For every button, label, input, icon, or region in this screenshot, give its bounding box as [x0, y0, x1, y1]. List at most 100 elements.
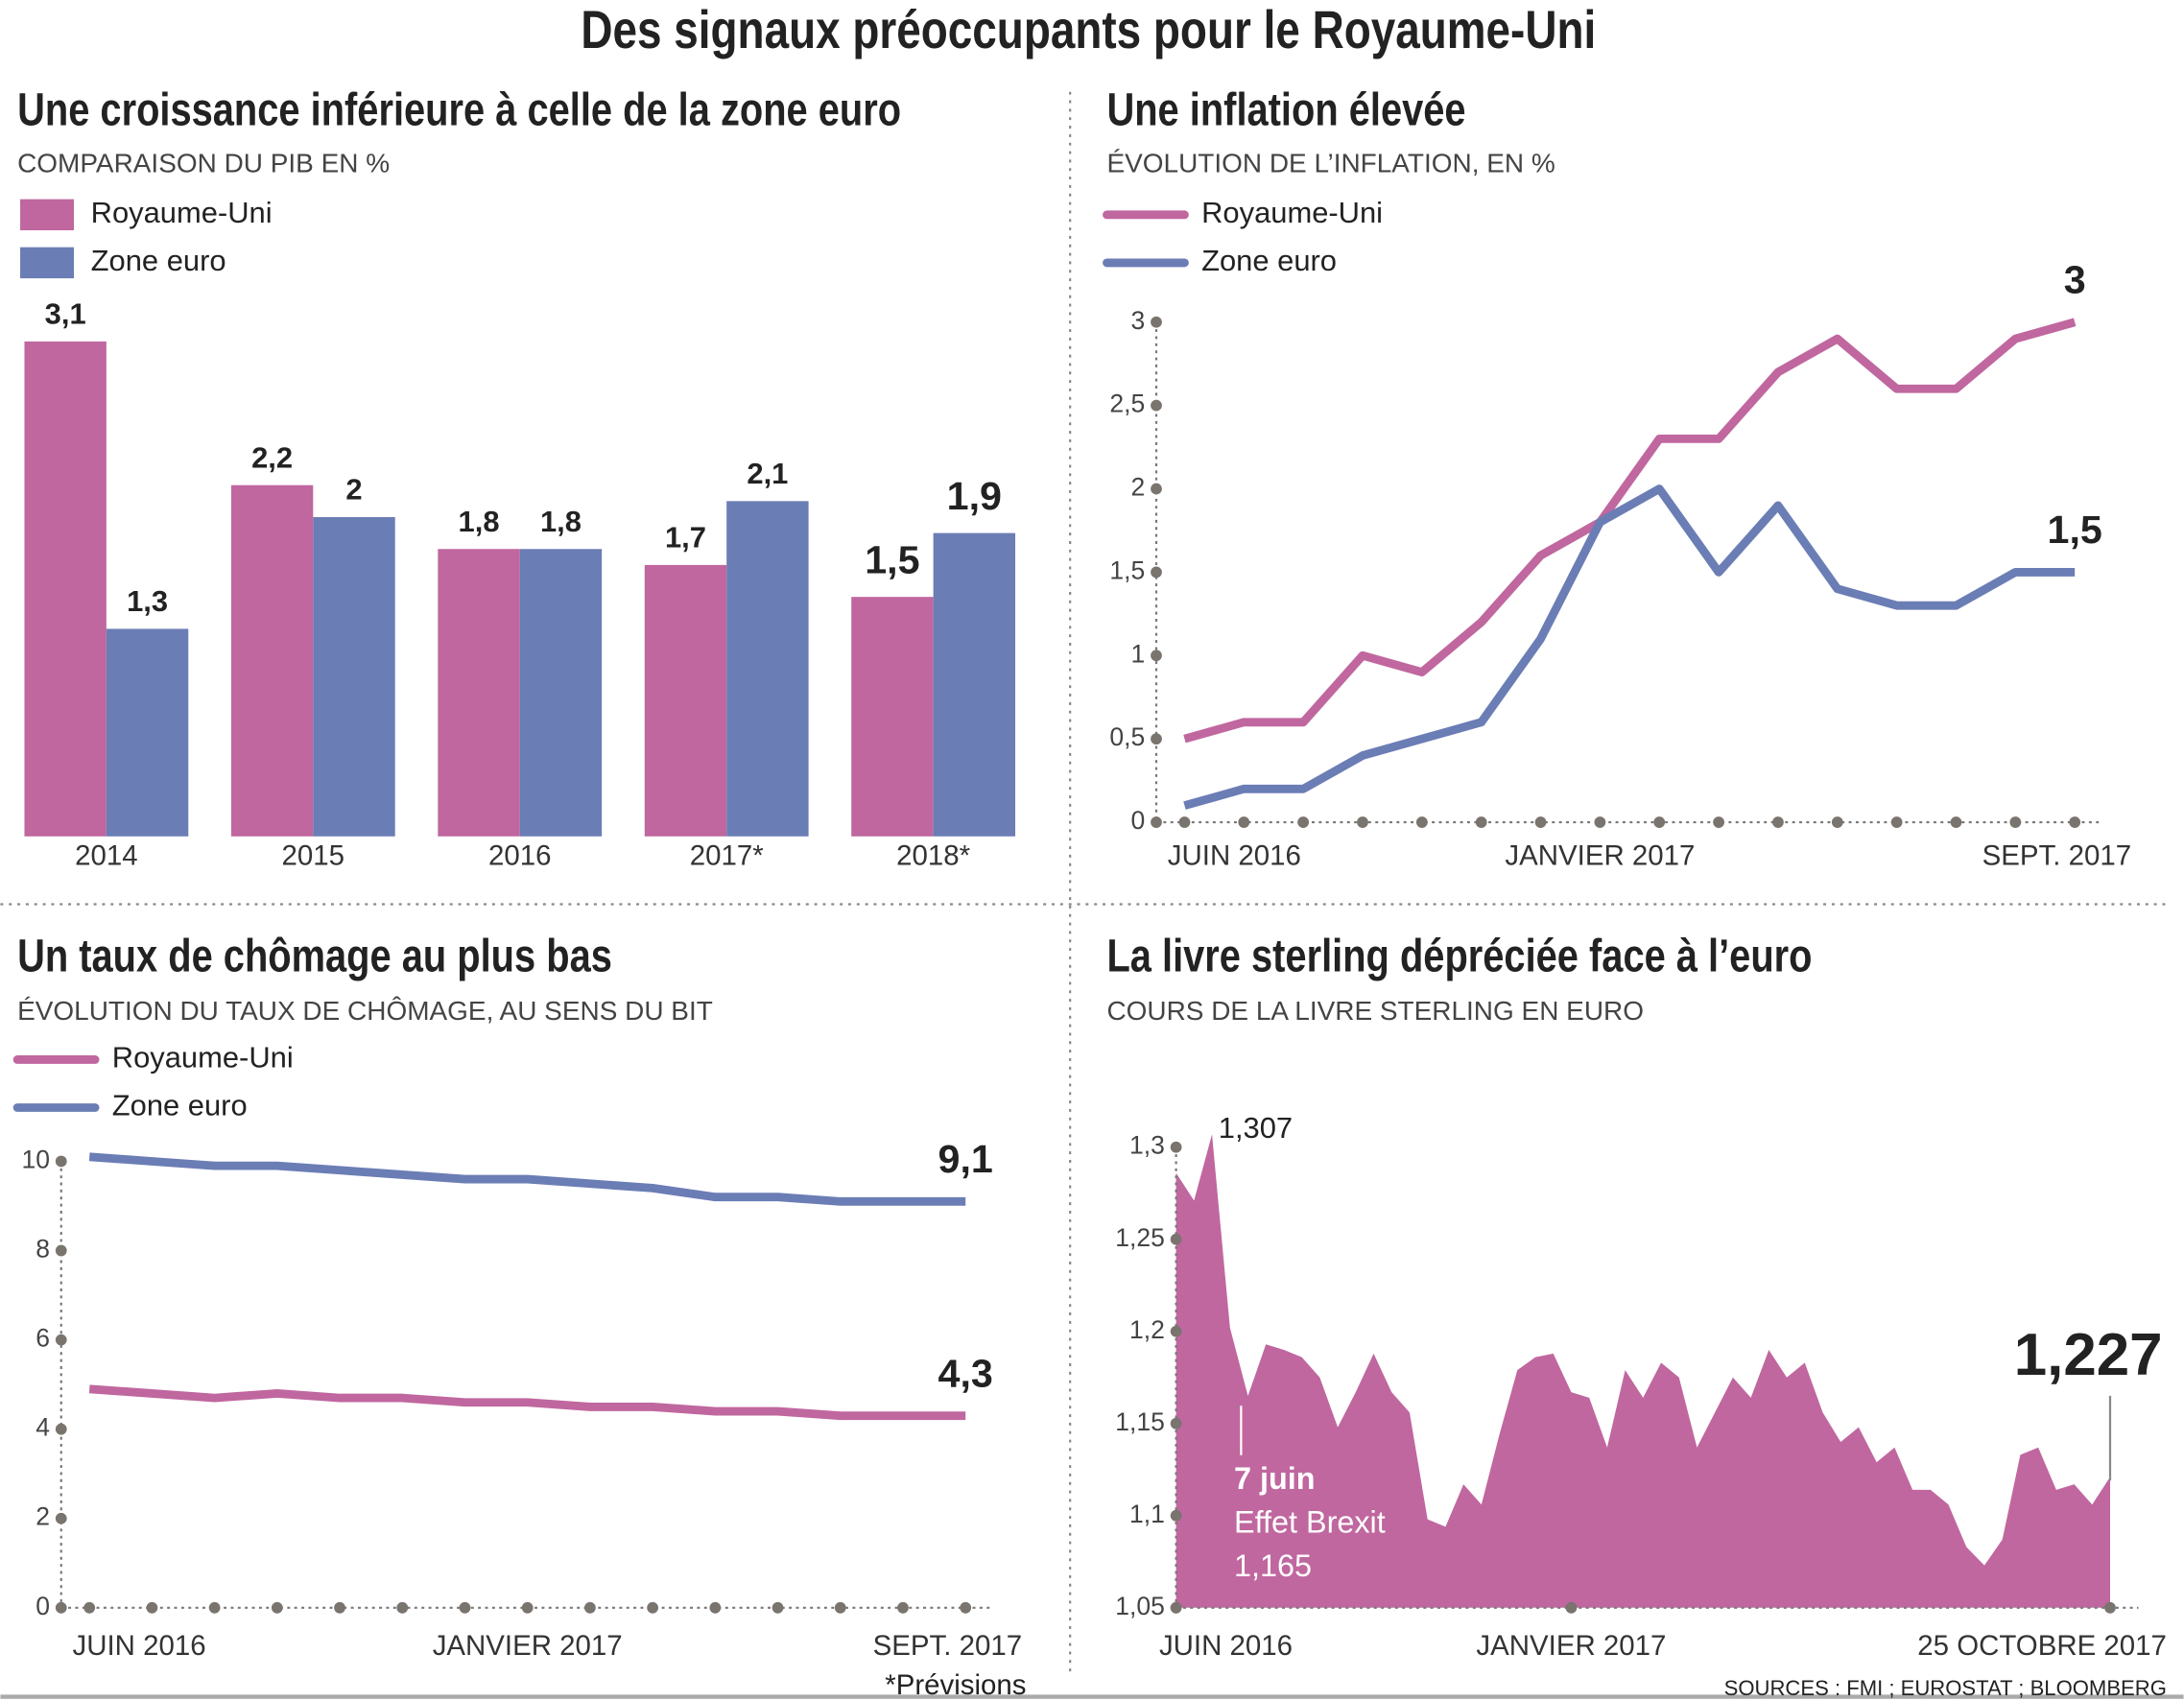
footnote: *Prévisions	[885, 1669, 1026, 1701]
x-tick-label: JUIN 2016	[1159, 1630, 1293, 1662]
tick-dot	[1170, 1233, 1182, 1245]
chart-title: Une croissance inférieure à celle de la …	[17, 84, 901, 136]
tick-dot	[1170, 1509, 1182, 1522]
value-label: 9,1	[938, 1137, 993, 1181]
x-tick-dot	[1297, 816, 1310, 828]
y-tick-label: 2	[36, 1502, 50, 1531]
value-label: 1,7	[665, 521, 706, 555]
x-tick-label: 25 OCTOBRE 2017	[1917, 1630, 2167, 1662]
x-tick-dot	[146, 1601, 158, 1614]
y-tick-label: 4	[36, 1413, 50, 1442]
x-tick-dot	[521, 1601, 534, 1614]
chart-title: Une inflation élevée	[1106, 84, 1465, 136]
x-tick-dot	[1653, 816, 1666, 828]
y-tick-label: 8	[36, 1235, 50, 1264]
tick-dot	[55, 1601, 67, 1614]
x-tick-dot	[1238, 816, 1250, 828]
y-tick-label: 1,1	[1129, 1500, 1165, 1528]
x-tick-dot	[834, 1601, 846, 1614]
y-tick-label: 1,3	[1129, 1131, 1165, 1160]
bar	[851, 597, 934, 837]
line	[1183, 484, 2076, 810]
x-tick-dot	[1170, 1601, 1182, 1614]
chart-title: La livre sterling dépréciée face à l’eur…	[1106, 931, 1812, 982]
x-tick-dot	[208, 1601, 221, 1614]
bar	[24, 341, 107, 837]
tick-dot	[1151, 483, 1162, 495]
bar	[230, 484, 314, 837]
chart-subtitle: COMPARAISON DU PIB EN %	[17, 149, 390, 178]
x-tick-label: JUIN 2016	[73, 1630, 206, 1662]
x-tick-dot	[83, 1601, 96, 1614]
tick-dot	[1151, 816, 1162, 828]
x-tick-label: 2017*	[690, 840, 764, 872]
chart-subtitle: ÉVOLUTION DE L’INFLATION, EN %	[1106, 149, 1555, 178]
x-tick-dot	[1831, 816, 1843, 828]
tick-dot	[1151, 399, 1162, 412]
x-tick-dot	[584, 1601, 596, 1614]
tick-dot	[1170, 1325, 1182, 1337]
x-tick-dot	[897, 1601, 909, 1614]
x-tick-dot	[1772, 816, 1784, 828]
x-tick-label: JANVIER 2017	[1505, 840, 1695, 872]
value-label: 3,1	[45, 297, 86, 331]
line	[88, 1384, 966, 1421]
value-label: 1,5	[865, 538, 919, 582]
tick-dot	[55, 1334, 67, 1346]
legend-label: Royaume-Uni	[112, 1041, 294, 1075]
y-tick-label: 2	[1130, 473, 1145, 502]
annotation: 1,165	[1234, 1548, 1312, 1583]
x-tick-dot	[1475, 816, 1487, 828]
x-tick-dot	[334, 1601, 345, 1614]
annotation: Effet Brexit	[1234, 1504, 1386, 1539]
tick-dot	[55, 1244, 67, 1257]
x-tick-label: JUIN 2016	[1168, 840, 1301, 872]
x-tick-dot	[271, 1601, 283, 1614]
annotation: 1,307	[1219, 1111, 1293, 1145]
tick-dot	[55, 1512, 67, 1524]
y-tick-label: 1,2	[1129, 1315, 1165, 1344]
annotation: 7 juin	[1234, 1461, 1316, 1496]
tick-dot	[1151, 733, 1162, 745]
x-tick-dot	[960, 1601, 972, 1614]
x-tick-dot	[1178, 816, 1191, 828]
value-label: 1,3	[127, 584, 168, 618]
y-tick-label: 1	[1130, 639, 1145, 668]
x-tick-label: 2015	[282, 840, 345, 872]
x-tick-dot	[1950, 816, 1962, 828]
tick-dot	[1151, 566, 1162, 579]
bar	[313, 516, 395, 837]
bar	[438, 549, 520, 837]
line	[88, 1152, 966, 1206]
value-label: 4,3	[938, 1351, 993, 1395]
x-tick-label: SEPT. 2017	[873, 1630, 1022, 1662]
tick-dot	[55, 1423, 67, 1435]
main-title: Des signaux préoccupants pour le Royaume…	[581, 0, 1596, 59]
value-label: 2	[345, 473, 362, 507]
bar	[519, 549, 603, 837]
tick-dot	[1170, 1417, 1182, 1429]
x-tick-dot	[2009, 816, 2022, 828]
annotation: 1,227	[2014, 1322, 2163, 1388]
x-tick-label: SEPT. 2017	[1982, 840, 2131, 872]
y-tick-label: 1,25	[1115, 1223, 1165, 1252]
x-tick-dot	[1890, 816, 1903, 828]
value-label: 2,1	[747, 457, 788, 490]
x-tick-dot	[2104, 1601, 2116, 1614]
y-tick-label: 0,5	[1109, 722, 1145, 751]
x-tick-dot	[1534, 816, 1547, 828]
line	[1183, 318, 2077, 744]
y-tick-label: 1,05	[1115, 1592, 1165, 1620]
chart-subtitle: ÉVOLUTION DU TAUX DE CHÔMAGE, AU SENS DU…	[17, 996, 713, 1026]
x-tick-dot	[2069, 816, 2081, 828]
value-label: 1,5	[2048, 508, 2102, 552]
value-label: 1,8	[540, 505, 582, 538]
x-tick-dot	[1713, 816, 1724, 828]
legend-label: Zone euro	[112, 1089, 248, 1122]
x-tick-dot	[396, 1601, 409, 1614]
x-tick-dot	[1415, 816, 1428, 828]
value-label: 3	[2064, 257, 2086, 301]
x-tick-dot	[1357, 816, 1368, 828]
x-tick-label: 2016	[488, 840, 552, 872]
